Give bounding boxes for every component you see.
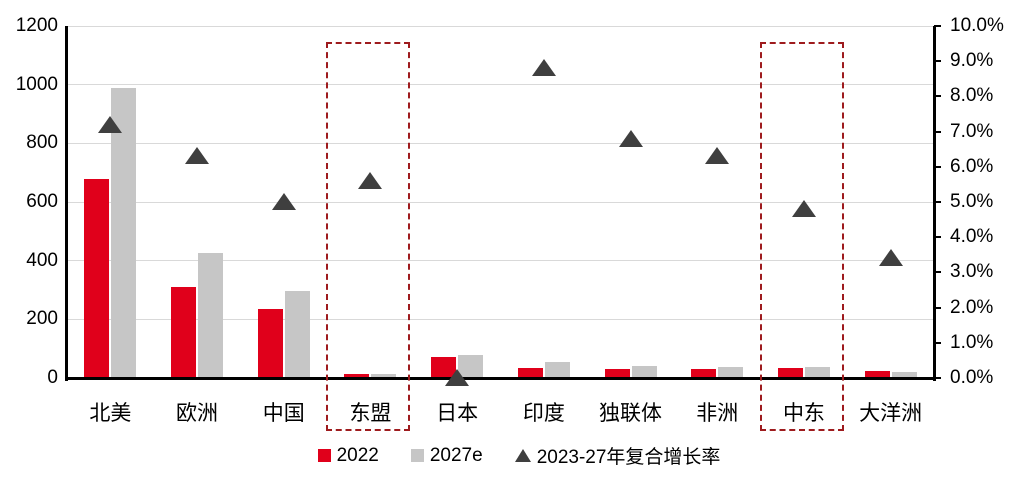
cagr-marker-triangle [185,147,210,165]
bar-2027e [371,374,397,378]
bar-2022 [777,368,803,378]
legend-triangle-icon [514,449,531,462]
bar-2022 [691,369,717,378]
category-label: 中东 [782,402,825,425]
right-axis-tickmark [934,60,941,63]
category-label: 中国 [262,402,305,425]
right-axis-tickmark [934,130,941,133]
bar-2022 [257,309,283,378]
right-axis-line [933,26,936,381]
right-axis-tick-label: 8.0% [950,85,994,107]
left-axis-tick-label: 1000 [15,73,58,95]
right-axis-tickmark [934,201,941,203]
gridline [67,201,934,203]
category-label: 日本 [436,402,479,425]
legend: 2022 2027e 2023-27年复合增长率 [14,442,1010,469]
category-label: 独联体 [599,402,663,425]
highlight-box [759,42,844,431]
bar-2027e [544,361,570,378]
left-axis-tick-label: 800 [26,132,58,154]
left-axis-tick-label: 1200 [15,15,58,36]
right-axis-tickmark [934,306,941,309]
bar-2022 [344,373,370,378]
bar-2027e [718,366,744,378]
gridline [67,318,934,320]
right-axis-tickmark [934,377,941,379]
category-label: 非洲 [696,402,739,425]
left-axis-tick-label: 600 [26,191,58,212]
bar-2027e [284,291,310,378]
right-axis-tick-label: 3.0% [950,261,994,283]
gridline [67,25,934,27]
right-axis-tickmark [934,25,941,27]
right-axis-tickmark [934,165,941,168]
right-axis-tickmark [934,95,941,98]
category-label: 北美 [89,402,132,425]
bar-2022 [604,368,630,378]
right-axis-tickmark [934,271,941,274]
legend-label: 2023-27年复合增长率 [536,447,721,468]
bar-2022 [171,287,197,378]
right-axis-tick-label: 1.0% [950,331,994,353]
legend-label: 2022 [336,444,379,466]
left-axis-tick-label: 200 [26,308,58,330]
cagr-marker-triangle [445,369,470,386]
category-label: 欧洲 [176,402,219,425]
bar-2022 [517,367,543,378]
bar-2027e [891,371,917,378]
cagr-marker-triangle [98,115,123,133]
left-axis-tick-label: 400 [26,249,58,271]
category-label: 大洋洲 [859,402,923,425]
legend-square-icon [317,449,331,462]
cagr-marker-triangle [531,59,556,77]
x-axis-line [65,377,936,380]
bar-2027e [198,253,224,378]
cagr-marker-triangle [618,129,643,147]
bar-2022 [864,370,890,378]
right-axis-tick-label: 4.0% [950,226,994,248]
right-axis-tick-label: 7.0% [950,120,994,142]
right-axis-tick-label: 2.0% [950,296,994,318]
right-axis-tick-label: 0.0% [950,367,994,388]
legend-item-2027e: 2027e [410,444,483,467]
gridline [67,84,934,86]
gridline [67,260,934,262]
left-axis-line [65,26,68,381]
right-axis-tick-label: 10.0% [950,15,1004,36]
bar-2027e [111,87,137,378]
highlight-box [326,42,411,431]
right-axis-tickmark [934,341,941,344]
cagr-marker-triangle [878,249,903,267]
gridline [67,142,934,144]
cagr-marker-triangle [358,171,383,189]
legend-square-icon [410,449,424,462]
right-axis-tick-label: 5.0% [950,191,994,212]
cagr-marker-triangle [705,147,730,165]
cagr-marker-triangle [791,200,816,218]
bar-2027e [631,365,657,378]
category-label: 东盟 [349,402,392,425]
legend-item-2023-27年复合增长率: 2023-27年复合增长率 [514,442,721,469]
left-axis-tick-label: 0 [47,367,58,388]
bar-2022 [84,178,110,378]
legend-item-2022: 2022 [317,444,379,467]
category-label: 印度 [522,402,565,425]
bar-2027e [804,367,830,378]
right-axis-tick-label: 9.0% [950,50,994,72]
right-axis-tick-label: 6.0% [950,155,994,177]
cagr-marker-triangle [271,193,296,210]
legend-label: 2027e [429,444,483,466]
right-axis-tickmark [934,236,941,239]
